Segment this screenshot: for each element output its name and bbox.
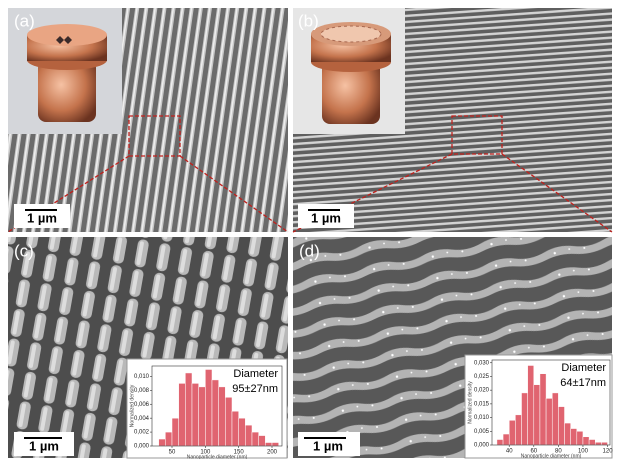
- x-tick-label: 50: [169, 450, 176, 456]
- y-tick-label: 0,015: [474, 401, 490, 407]
- y-axis-label: Normalized density: [129, 384, 135, 427]
- bar: [534, 385, 540, 445]
- bar: [245, 425, 252, 446]
- scale-bar-label: 1 µm: [311, 210, 341, 225]
- bar: [503, 434, 509, 445]
- y-tick-label: 0,005: [474, 429, 490, 435]
- bar: [185, 373, 192, 446]
- x-axis-label: Nanoparticle diameter (nm): [187, 454, 248, 459]
- y-tick-label: 0,000: [134, 444, 150, 450]
- bar: [497, 440, 503, 445]
- y-tick-label: 0,000: [474, 443, 490, 449]
- bar: [165, 432, 172, 446]
- bar: [546, 398, 552, 445]
- bar: [528, 365, 534, 445]
- bar: [601, 442, 607, 445]
- x-tick-label: 120: [603, 449, 614, 455]
- x-axis-label: Nanoparticle diameter (nm): [521, 453, 582, 459]
- x-tick-label: 200: [267, 450, 278, 456]
- bar: [232, 411, 239, 446]
- bar: [259, 436, 266, 446]
- scale-bar: 1 µm: [298, 432, 360, 456]
- y-tick-label: 0,004: [134, 416, 150, 422]
- bar: [265, 443, 272, 446]
- bar: [205, 369, 212, 446]
- bar: [192, 383, 199, 446]
- y-tick-label: 0,010: [134, 374, 150, 380]
- y-tick-label: 0,025: [474, 374, 490, 380]
- y-tick-label: 0,002: [134, 430, 150, 436]
- bar: [252, 432, 259, 446]
- figure: (a) (b) (c) (d) 1 µm 1 µm 1 µm 1 µm 5010…: [0, 0, 620, 459]
- scale-bar: 1 µm: [14, 432, 74, 456]
- bar: [589, 440, 595, 445]
- bar: [552, 393, 558, 445]
- y-tick-label: 0,030: [474, 360, 490, 366]
- y-tick-label: 0,006: [134, 402, 150, 408]
- bar: [565, 423, 571, 445]
- bar: [583, 437, 589, 445]
- bar: [577, 431, 583, 445]
- scale-bar-label: 1 µm: [313, 438, 343, 453]
- bar: [515, 415, 521, 445]
- bar: [595, 442, 601, 445]
- annotation-title: Diameter: [561, 362, 606, 374]
- bar: [199, 387, 206, 446]
- scale-bar: 1 µm: [298, 204, 354, 228]
- scale-bar-label: 1 µm: [27, 210, 57, 225]
- bar: [159, 439, 166, 446]
- bar: [239, 418, 246, 446]
- panel-label: (c): [14, 241, 34, 260]
- bar: [212, 380, 219, 446]
- panel-label: (b): [298, 11, 319, 30]
- x-tick-label: 40: [506, 449, 513, 455]
- bar: [172, 418, 179, 446]
- y-axis-label: Normalized density: [467, 381, 473, 424]
- bar: [219, 387, 226, 446]
- bar: [558, 407, 564, 445]
- scale-bar-label: 1 µm: [29, 438, 59, 453]
- annotation: 64±17nm: [560, 377, 606, 389]
- bar: [540, 374, 546, 445]
- bar: [571, 429, 577, 445]
- y-tick-label: 0,010: [474, 415, 490, 421]
- bar: [522, 393, 528, 445]
- bar: [509, 420, 515, 445]
- annotation: 95±27nm: [232, 383, 278, 395]
- bar: [179, 383, 186, 446]
- y-tick-label: 0,020: [474, 388, 490, 394]
- bar: [272, 443, 279, 446]
- scale-bar: 1 µm: [14, 204, 70, 228]
- y-tick-label: 0,008: [134, 388, 150, 394]
- panel-label: (a): [14, 11, 35, 30]
- annotation-title: Diameter: [233, 368, 278, 380]
- bar: [225, 397, 232, 446]
- panel-label: (d): [299, 241, 320, 260]
